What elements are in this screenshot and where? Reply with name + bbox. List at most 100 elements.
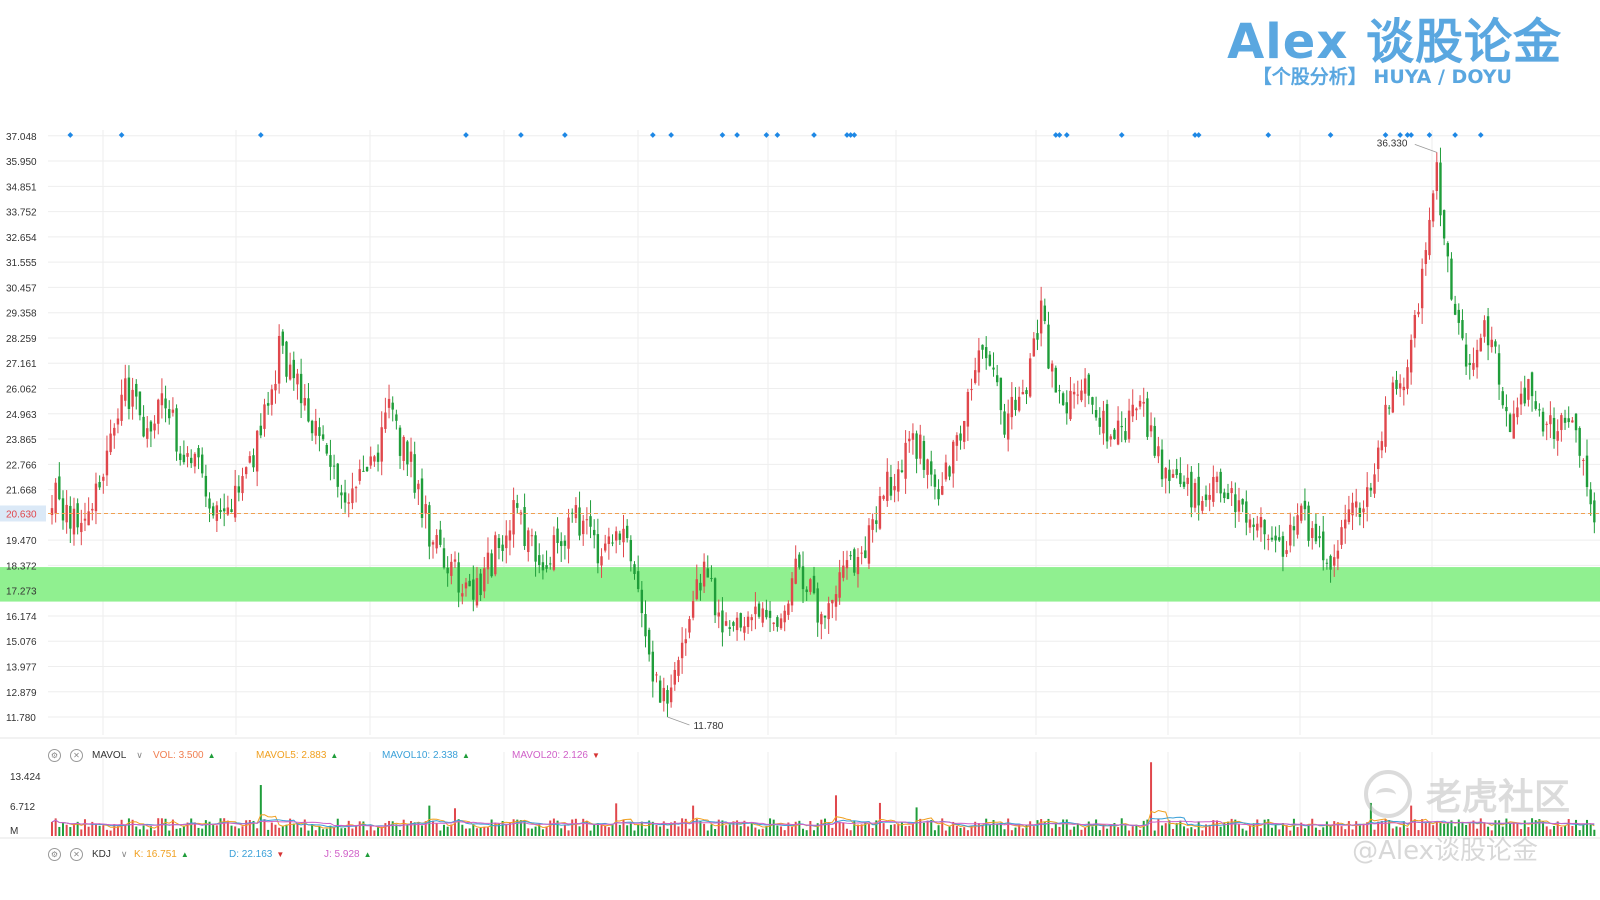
mavol20-line — [51, 819, 1595, 827]
candle-body — [1574, 413, 1578, 431]
volume-bar — [98, 825, 101, 836]
candle-body — [431, 542, 435, 545]
candle-body — [314, 420, 317, 436]
volume-bar — [149, 826, 152, 836]
candle-body — [889, 477, 893, 496]
volume-bar — [267, 829, 270, 836]
chevron-down-icon[interactable]: ∨ — [120, 848, 128, 859]
close-icon[interactable]: ✕ — [70, 748, 83, 762]
candle-body — [83, 518, 87, 521]
volume-bar — [1194, 829, 1197, 836]
candle-body — [636, 571, 640, 590]
candle-body — [204, 475, 208, 497]
signal-marker — [1404, 132, 1411, 138]
volume-bar — [600, 825, 603, 836]
volume-bar — [1073, 826, 1076, 836]
volume-bar — [1248, 825, 1251, 836]
close-icon[interactable]: ✕ — [70, 847, 83, 861]
candle-body — [523, 507, 526, 547]
candle-body — [999, 377, 1003, 411]
candle-body — [864, 550, 867, 558]
volume-bar — [556, 820, 559, 836]
signal-marker — [1118, 132, 1125, 138]
volume-bar — [120, 819, 123, 836]
signal-marker — [1192, 132, 1198, 138]
volume-bar — [952, 821, 955, 836]
candle-body — [1351, 502, 1354, 516]
low-label: 11.780 — [693, 721, 723, 732]
volume-bar — [1234, 819, 1237, 836]
candle-body — [556, 528, 559, 543]
candle-body — [351, 488, 354, 504]
volume-bar — [985, 818, 988, 836]
volume-bar — [355, 825, 358, 836]
volume-bar — [1003, 829, 1006, 836]
volume-bar — [1190, 827, 1193, 836]
volume-bar — [882, 823, 885, 836]
settings-icon[interactable]: ⚙ — [48, 748, 61, 762]
volume-bar — [560, 828, 563, 836]
candle-body — [285, 341, 288, 377]
volume-bar — [1120, 818, 1123, 836]
candle-body — [1428, 219, 1431, 256]
volume-tick-label: 13.424 — [10, 772, 41, 783]
volume-bar — [648, 820, 651, 836]
volume-bar — [1443, 823, 1446, 836]
candle-body — [1486, 316, 1490, 346]
candle-body — [69, 505, 72, 529]
candle-body — [1292, 526, 1296, 531]
volume-bar — [1476, 828, 1479, 836]
candle-body — [930, 461, 933, 475]
candle-body — [1219, 471, 1222, 494]
candle-body — [966, 391, 970, 427]
volume-bar — [900, 821, 903, 836]
candle-body — [732, 622, 735, 626]
volume-bar — [259, 785, 262, 836]
candle-body — [1201, 500, 1204, 511]
volume-bar — [248, 819, 251, 836]
candle-body — [420, 478, 424, 519]
candle-body — [80, 522, 83, 533]
signal-marker — [649, 132, 656, 138]
candle-body — [288, 364, 292, 380]
volume-bar — [1135, 824, 1138, 836]
volume-bar — [1281, 823, 1284, 836]
volume-bar — [1036, 820, 1039, 836]
candle-body — [952, 441, 955, 474]
candle-body — [142, 416, 145, 437]
volume-bar — [1347, 821, 1350, 836]
candle-body — [1003, 411, 1006, 435]
volume-bar — [622, 819, 625, 836]
candle-body — [878, 496, 882, 529]
candle-body — [365, 466, 369, 472]
volume-bar — [51, 822, 53, 836]
volume-bar — [1395, 826, 1398, 836]
settings-icon[interactable]: ⚙ — [48, 847, 61, 861]
candle-body — [1270, 537, 1274, 540]
candle-body — [1241, 499, 1244, 505]
volume-bar — [72, 823, 75, 836]
volume-bar — [1589, 824, 1592, 836]
candle-body — [908, 438, 911, 442]
volume-bar — [813, 830, 816, 836]
volume-bar — [168, 830, 171, 836]
volume-bar — [263, 819, 266, 836]
candle-body — [1446, 243, 1449, 257]
volume-bar — [1578, 830, 1581, 836]
price-tick-label: 27.161 — [6, 359, 37, 370]
candle-body — [1582, 459, 1585, 461]
chevron-down-icon[interactable]: ∨ — [136, 749, 143, 760]
volume-bar — [377, 827, 380, 836]
volume-bar — [659, 826, 662, 836]
candle-body — [867, 525, 871, 564]
volume-bar — [1010, 830, 1013, 836]
candle-body — [1087, 374, 1090, 396]
volume-bar — [366, 830, 369, 836]
candle-body — [1336, 550, 1340, 559]
candle-body — [1431, 193, 1435, 222]
candle-body — [1358, 507, 1362, 517]
price-tick-label: 35.950 — [6, 157, 37, 168]
volume-bar — [91, 821, 94, 836]
volume-bar — [604, 825, 607, 836]
